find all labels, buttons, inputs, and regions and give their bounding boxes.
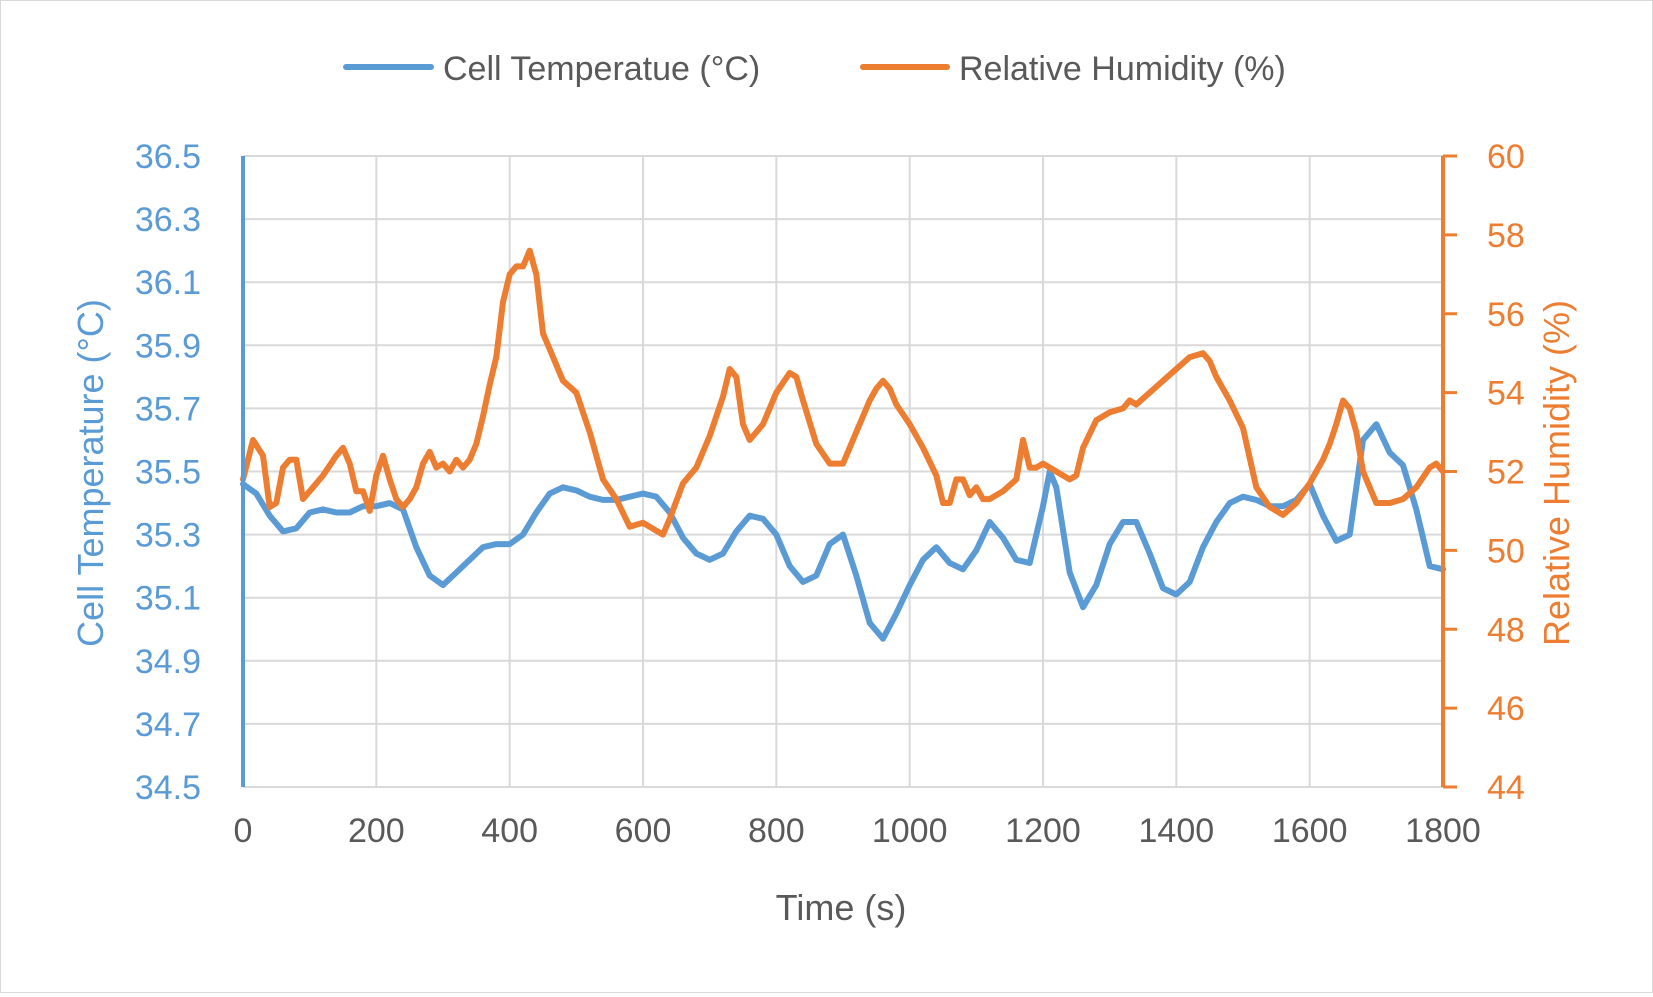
series-line-relative-humidity [240,247,1446,538]
y-left-tick-label: 34.7 [135,706,201,744]
y-right-tick-label: 60 [1487,138,1525,176]
y-right-tick-label: 44 [1487,769,1525,807]
x-tick-label: 400 [481,812,538,850]
y-left-tick-label: 34.5 [135,769,201,807]
x-tick-label: 1600 [1272,812,1348,850]
y-axis-title-right: Relative Humidity (%) [1536,300,1577,646]
tick-labels: 0 200 400 600 800 1000 1200 1400 1600 1800 34.5 34.… [135,138,1525,850]
x-tick-label: 800 [748,812,805,850]
x-tick-label: 1800 [1405,812,1481,850]
y-right-tick-label: 56 [1487,296,1525,334]
series-line-cell-temperature [240,421,1446,642]
y-left-tick-label: 34.9 [135,643,201,681]
y-left-tick-label: 35.3 [135,517,201,555]
y-right-tick-label: 52 [1487,454,1525,492]
x-tick-label: 600 [615,812,672,850]
x-tick-label: 1200 [1005,812,1081,850]
y-right-tick-label: 58 [1487,217,1525,255]
legend-label-humidity: Relative Humidity (%) [959,50,1286,88]
legend-label-temperature: Cell Temperatue (°C) [443,50,760,88]
y-left-tick-label: 35.7 [135,390,201,428]
y-left-tick-label: 35.1 [135,580,201,618]
x-axis-title: Time (s) [776,887,907,928]
x-tick-label: 200 [348,812,405,850]
y-left-tick-label: 35.5 [135,454,201,492]
y-left-tick-label: 36.1 [135,264,201,302]
y-right-tick-label: 50 [1487,532,1525,570]
y-left-tick-label: 36.3 [135,201,201,239]
x-tick-label: 1400 [1139,812,1215,850]
y-right-tick-label: 54 [1487,375,1525,413]
y-axis-title-left: Cell Temperature (°C) [70,299,111,647]
y-left-tick-label: 35.9 [135,327,201,365]
y-right-tick-label: 48 [1487,611,1525,649]
x-tick-label: 0 [234,812,253,850]
axes [241,154,1457,789]
y-right-tick-label: 46 [1487,690,1525,728]
series-layer [240,247,1446,642]
legend: Cell Temperatue (°C) Relative Humidity (… [343,50,1286,88]
y-left-tick-label: 36.5 [135,138,201,176]
x-tick-label: 1000 [872,812,948,850]
